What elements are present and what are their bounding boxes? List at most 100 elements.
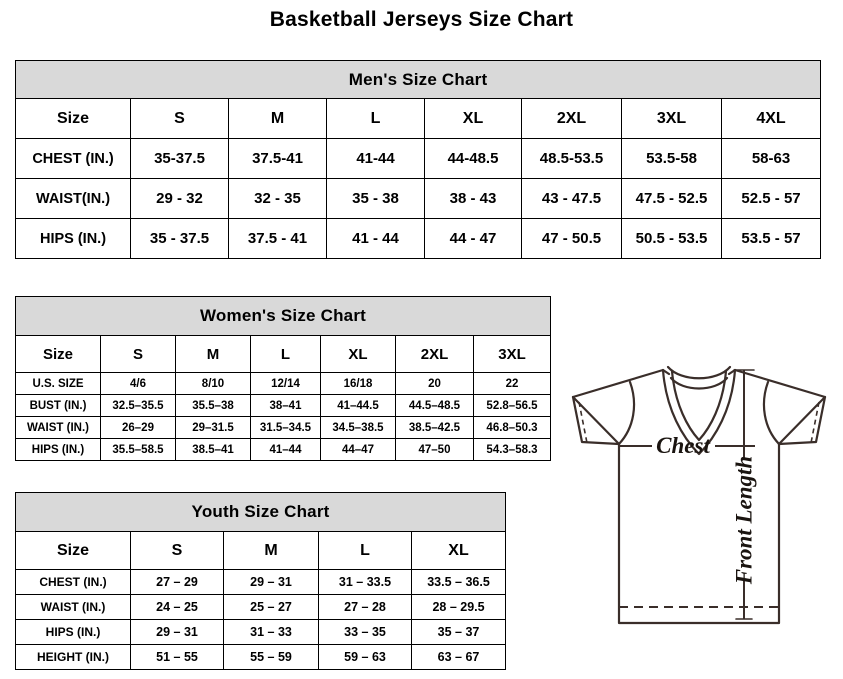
mens-cell: 44-48.5 bbox=[424, 138, 522, 179]
table-row: WAIST(IN.) 29 - 32 32 - 35 35 - 38 38 - … bbox=[15, 178, 822, 219]
mens-cell: 43 - 47.5 bbox=[521, 178, 622, 219]
youth-cell: 27 – 28 bbox=[318, 594, 412, 620]
table-row: HIPS (IN.) 29 – 31 31 – 33 33 – 35 35 – … bbox=[15, 619, 507, 645]
mens-cell: 50.5 - 53.5 bbox=[621, 218, 722, 259]
womens-column-header: L bbox=[250, 335, 321, 373]
front-length-measure-label: Front Length bbox=[732, 456, 757, 585]
mens-row-label: HIPS (IN.) bbox=[15, 218, 131, 259]
youth-column-header: L bbox=[318, 531, 412, 570]
mens-cell: 47 - 50.5 bbox=[521, 218, 622, 259]
youth-cell: 51 – 55 bbox=[130, 644, 224, 670]
youth-cell: 27 – 29 bbox=[130, 569, 224, 595]
youth-cell: 31 – 33.5 bbox=[318, 569, 412, 595]
mens-cell: 58-63 bbox=[720, 138, 822, 179]
youth-header-row: Size S M L XL bbox=[15, 531, 507, 570]
youth-cell: 63 – 67 bbox=[410, 644, 507, 670]
table-row: HEIGHT (IN.) 51 – 55 55 – 59 59 – 63 63 … bbox=[15, 644, 507, 670]
jersey-neckline-outer bbox=[661, 368, 737, 456]
youth-row-label: CHEST (IN.) bbox=[15, 569, 131, 595]
womens-column-header: 3XL bbox=[472, 335, 552, 373]
womens-column-header: 2XL bbox=[395, 335, 474, 373]
jersey-collar-band-bottom bbox=[669, 376, 729, 390]
chest-measure-label: Chest bbox=[656, 433, 710, 458]
jersey-left-sleeve-outline bbox=[571, 368, 671, 446]
womens-cell: 44.5–48.5 bbox=[395, 394, 474, 417]
mens-cell: 44 - 47 bbox=[424, 218, 522, 259]
womens-cell: 46.8–50.3 bbox=[472, 416, 552, 439]
youth-cell: 59 – 63 bbox=[318, 644, 412, 670]
youth-row-label: WAIST (IN.) bbox=[15, 594, 131, 620]
youth-cell: 33.5 – 36.5 bbox=[410, 569, 507, 595]
womens-cell: 54.3–58.3 bbox=[472, 438, 552, 461]
womens-cell: 26–29 bbox=[100, 416, 176, 439]
mens-cell: 32 - 35 bbox=[228, 178, 327, 219]
jersey-right-sleeve-outline bbox=[727, 368, 827, 446]
youth-cell: 29 – 31 bbox=[130, 619, 224, 645]
table-row: CHEST (IN.) 27 – 29 29 – 31 31 – 33.5 33… bbox=[15, 569, 507, 595]
womens-cell: 4/6 bbox=[100, 372, 176, 395]
youth-cell: 25 – 27 bbox=[223, 594, 319, 620]
youth-cell: 35 – 37 bbox=[410, 619, 507, 645]
womens-cell: 38.5–41 bbox=[175, 438, 251, 461]
mens-column-header: 4XL bbox=[720, 98, 822, 139]
mens-column-header: 2XL bbox=[521, 98, 622, 139]
table-row: U.S. SIZE 4/6 8/10 12/14 16/18 20 22 bbox=[15, 372, 552, 395]
womens-row-label: HIPS (IN.) bbox=[15, 438, 101, 461]
jersey-torso-outline bbox=[617, 442, 781, 625]
mens-header-row: Size S M L XL 2XL 3XL 4XL bbox=[15, 98, 822, 139]
mens-cell: 47.5 - 52.5 bbox=[621, 178, 722, 219]
mens-column-header: L bbox=[326, 98, 425, 139]
youth-banner-title: Youth Size Chart bbox=[14, 492, 507, 532]
mens-cell: 53.5 - 57 bbox=[720, 218, 822, 259]
womens-cell: 35.5–58.5 bbox=[100, 438, 176, 461]
mens-cell: 37.5 - 41 bbox=[228, 218, 327, 259]
mens-banner-title: Men's Size Chart bbox=[14, 60, 822, 99]
womens-cell: 41–44.5 bbox=[320, 394, 396, 417]
youth-row-label: HIPS (IN.) bbox=[15, 619, 131, 645]
mens-cell: 35 - 37.5 bbox=[130, 218, 229, 259]
youth-cell: 55 – 59 bbox=[223, 644, 319, 670]
womens-header-row: Size S M L XL 2XL 3XL bbox=[15, 335, 552, 373]
jersey-left-cuff-stitch bbox=[578, 401, 588, 444]
mens-cell: 53.5-58 bbox=[621, 138, 722, 179]
mens-cell: 41 - 44 bbox=[326, 218, 425, 259]
womens-cell: 20 bbox=[395, 372, 474, 395]
mens-cell: 52.5 - 57 bbox=[720, 178, 822, 219]
womens-cell: 35.5–38 bbox=[175, 394, 251, 417]
jersey-left-cuff bbox=[571, 395, 621, 446]
jersey-measurement-diagram: Chest Front Length bbox=[548, 340, 838, 670]
mens-banner-row: Men's Size Chart bbox=[14, 60, 822, 99]
womens-cell: 41–44 bbox=[250, 438, 321, 461]
mens-cell: 29 - 32 bbox=[130, 178, 229, 219]
womens-cell: 12/14 bbox=[250, 372, 321, 395]
womens-cell: 31.5–34.5 bbox=[250, 416, 321, 439]
youth-column-header: S bbox=[130, 531, 224, 570]
mens-cell: 37.5-41 bbox=[228, 138, 327, 179]
table-row: BUST (IN.) 32.5–35.5 35.5–38 38–41 41–44… bbox=[15, 394, 552, 417]
womens-cell: 44–47 bbox=[320, 438, 396, 461]
youth-size-chart-table: Youth Size Chart Size S M L XL CHEST (IN… bbox=[14, 492, 507, 670]
mens-cell: 48.5-53.5 bbox=[521, 138, 622, 179]
womens-row-label: BUST (IN.) bbox=[15, 394, 101, 417]
mens-cell: 41-44 bbox=[326, 138, 425, 179]
mens-cell: 35 - 38 bbox=[326, 178, 425, 219]
page-title: Basketball Jerseys Size Chart bbox=[269, 8, 574, 31]
mens-column-header: XL bbox=[424, 98, 522, 139]
mens-size-chart-table: Men's Size Chart Size S M L XL 2XL 3XL 4… bbox=[14, 60, 822, 259]
womens-cell: 34.5–38.5 bbox=[320, 416, 396, 439]
mens-column-header: S bbox=[130, 98, 229, 139]
table-row: HIPS (IN.) 35 - 37.5 37.5 - 41 41 - 44 4… bbox=[15, 218, 822, 259]
mens-column-header: M bbox=[228, 98, 327, 139]
jersey-right-cuff bbox=[777, 395, 827, 446]
womens-cell: 29–31.5 bbox=[175, 416, 251, 439]
table-row: WAIST (IN.) 24 – 25 25 – 27 27 – 28 28 –… bbox=[15, 594, 507, 620]
mens-column-header: 3XL bbox=[621, 98, 722, 139]
youth-cell: 31 – 33 bbox=[223, 619, 319, 645]
womens-row-label: WAIST (IN.) bbox=[15, 416, 101, 439]
youth-row-label: HEIGHT (IN.) bbox=[15, 644, 131, 670]
womens-cell: 32.5–35.5 bbox=[100, 394, 176, 417]
womens-column-header: M bbox=[175, 335, 251, 373]
mens-cell: 38 - 43 bbox=[424, 178, 522, 219]
jersey-collar-band-top bbox=[666, 365, 732, 380]
womens-cell: 38.5–42.5 bbox=[395, 416, 474, 439]
